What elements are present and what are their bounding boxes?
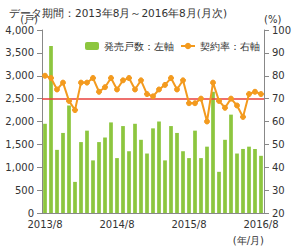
svg-text:(戸): (戸) — [20, 13, 38, 25]
svg-text:50: 50 — [272, 139, 285, 150]
svg-text:2,000: 2,000 — [5, 116, 34, 127]
svg-text:0: 0 — [28, 208, 34, 219]
svg-text:2016/8: 2016/8 — [243, 219, 278, 230]
svg-text:30: 30 — [272, 185, 285, 196]
svg-text:4,000: 4,000 — [5, 25, 34, 36]
svg-text:2014/8: 2014/8 — [99, 219, 134, 230]
svg-text:70: 70 — [272, 93, 285, 104]
svg-text:データ期間：2013年8月～2016年8月(月次): データ期間：2013年8月～2016年8月(月次) — [9, 7, 227, 19]
svg-text:20: 20 — [272, 208, 285, 219]
svg-text:発売戸数：左軸: 発売戸数：左軸 — [104, 41, 174, 52]
svg-text:2015/8: 2015/8 — [171, 219, 206, 230]
svg-text:3,500: 3,500 — [5, 47, 34, 58]
svg-text:100: 100 — [272, 25, 291, 36]
svg-text:500: 500 — [15, 185, 34, 196]
svg-text:2,500: 2,500 — [5, 93, 34, 104]
svg-text:80: 80 — [272, 70, 285, 81]
svg-text:3,000: 3,000 — [5, 70, 34, 81]
svg-text:2013/8: 2013/8 — [27, 219, 62, 230]
svg-text:1,500: 1,500 — [5, 139, 34, 150]
svg-text:(年/月): (年/月) — [233, 235, 264, 246]
svg-text:90: 90 — [272, 47, 285, 58]
svg-text:(%): (%) — [264, 14, 281, 25]
svg-text:契約率：右軸: 契約率：右軸 — [200, 41, 260, 52]
svg-text:60: 60 — [272, 116, 285, 127]
svg-text:1,000: 1,000 — [5, 162, 34, 173]
svg-text:40: 40 — [272, 162, 285, 173]
